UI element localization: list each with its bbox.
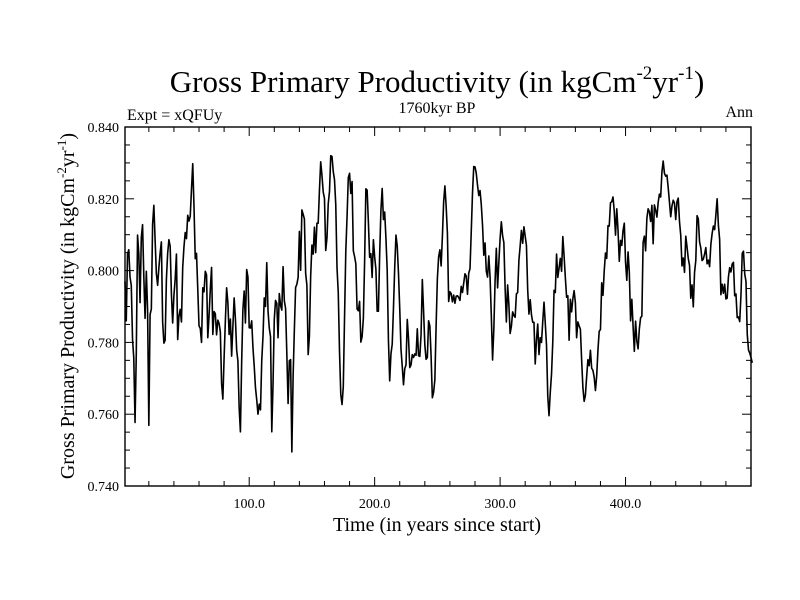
plot-frame — [124, 126, 752, 487]
experiment-label: Expt = xQFUy — [127, 107, 222, 124]
y-tick-label: 0.840 — [88, 121, 120, 136]
y-tick-label: 0.800 — [88, 265, 120, 280]
y-tick-label: 0.820 — [88, 193, 120, 208]
y-axis-label-main: Gross Primary Productivity (in kgCm — [57, 178, 79, 480]
y-axis-label-mid: yr — [57, 150, 79, 167]
series-line — [124, 154, 754, 453]
season-label: Ann — [725, 104, 753, 121]
chart-title-main: Gross Primary Productivity (in kgCm — [170, 64, 637, 99]
chart-title-mid: yr — [652, 64, 679, 99]
y-axis-label: Gross Primary Productivity (in kgCm-2yr-… — [54, 133, 79, 479]
tick-layer: 0.740 0.760 0.780 0.800 0.820 0.840 100.0 200.0… — [88, 121, 751, 512]
x-tick-label: 100.0 — [233, 497, 265, 512]
y-tick-label: 0.780 — [88, 336, 120, 351]
chart-title-end: ) — [694, 64, 704, 99]
chart-title: Gross Primary Productivity (in kgCm-2yr-… — [170, 63, 705, 99]
y-axis-label-end: ) — [57, 133, 79, 140]
chart-title-exponent-1: -2 — [636, 63, 652, 84]
x-tick-label: 400.0 — [610, 497, 642, 512]
y-axis-label-exponent-2: -1 — [54, 140, 69, 151]
y-tick-label: 0.740 — [88, 480, 120, 495]
y-axis-label-exponent-1: -2 — [54, 167, 69, 178]
y-tick-label: 0.760 — [88, 408, 120, 423]
x-tick-label: 200.0 — [359, 497, 391, 512]
x-axis-label: Time (in years since start) — [333, 514, 541, 536]
period-label: 1760kyr BP — [399, 100, 476, 117]
series-layer — [124, 154, 754, 453]
chart-title-exponent-2: -1 — [678, 63, 694, 84]
x-tick-label: 300.0 — [484, 497, 516, 512]
